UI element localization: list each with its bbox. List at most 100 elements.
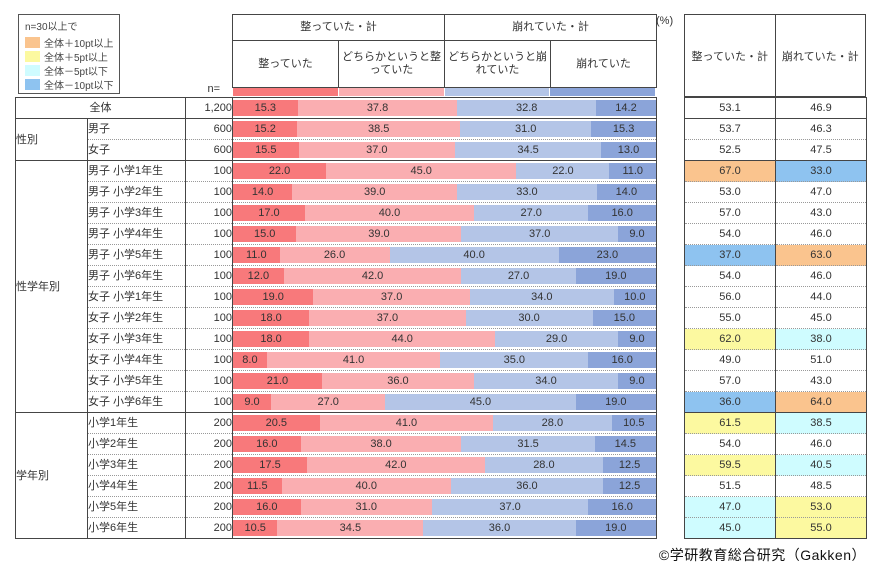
legend-item: 全体＋5pt以上 — [25, 50, 119, 64]
row-label: 小学1年生 — [87, 412, 186, 434]
summary-value: 46.3 — [775, 118, 867, 140]
bar-segment: 19.0 — [575, 520, 657, 536]
stacked-bar: 11.0 26.0 40.0 23.0 — [233, 247, 657, 263]
bar-segment: 14.0 — [233, 184, 293, 200]
bar-segment: 17.5 — [233, 457, 308, 473]
summary-value: 48.5 — [775, 475, 867, 497]
bar-segment: 10.0 — [613, 289, 656, 305]
bar-segment: 40.0 — [281, 478, 451, 494]
stacked-bar-cell: 15.0 39.0 37.0 9.0 — [232, 223, 657, 245]
data-table: 全体 1,200 15.3 37.8 32.8 14.2 53.1 46.9 性別 男子 600 15… — [15, 97, 867, 539]
bar-segment: 23.0 — [558, 247, 657, 263]
bar-segment: 44.0 — [309, 331, 496, 347]
bar-segment: 28.0 — [493, 415, 612, 431]
stacked-bar: 15.2 38.5 31.0 15.3 — [233, 121, 656, 137]
summary-value: 57.0 — [684, 202, 776, 224]
bar-segment: 22.0 — [233, 163, 327, 179]
legend-box: n=30以上で 全体＋10pt以上 全体＋5pt以上 全体－5pt以下 全体－1… — [18, 14, 120, 94]
stacked-bar: 15.0 39.0 37.0 9.0 — [233, 226, 656, 242]
bar-segment: 27.0 — [474, 205, 589, 221]
legend-item: 全体－10pt以下 — [25, 78, 119, 92]
row-label: 小学6年生 — [87, 517, 186, 539]
table-row: 全体 1,200 15.3 37.8 32.8 14.2 53.1 46.9 — [15, 97, 867, 119]
n-value: 100 — [185, 160, 233, 182]
stacked-bar-cell: 15.3 37.8 32.8 14.2 — [232, 97, 657, 119]
spacer-cell — [657, 287, 685, 308]
n-value: 100 — [185, 265, 233, 287]
bar-segment: 20.5 — [233, 415, 320, 431]
stacked-bar-cell: 15.2 38.5 31.0 15.3 — [232, 118, 657, 140]
stacked-bar: 15.3 37.8 32.8 14.2 — [233, 100, 656, 116]
spacer-cell — [657, 392, 685, 413]
row-label: 女子 小学1年生 — [87, 286, 186, 308]
bar-segment: 17.0 — [233, 205, 305, 221]
bar-segment: 18.0 — [233, 331, 310, 347]
header-total-positive: 整っていた・計 — [231, 14, 446, 41]
stacked-bar-cell: 9.0 27.0 45.0 19.0 — [232, 391, 657, 413]
row-label: 女子 — [87, 139, 186, 161]
bar-segment: 9.0 — [617, 331, 656, 347]
n-value: 200 — [185, 517, 233, 539]
summary-value: 62.0 — [684, 328, 776, 350]
category-cell: 性学年別 — [15, 160, 88, 413]
row-label: 小学2年生 — [87, 433, 186, 455]
bar-segment: 16.0 — [588, 499, 657, 515]
spacer-cell — [657, 455, 685, 476]
stacked-bar-cell: 14.0 39.0 33.0 14.0 — [232, 181, 657, 203]
table-row: 学年別 小学1年生 200 20.5 41.0 28.0 10.5 61.5 38.5 — [15, 412, 867, 539]
bar-segment: 27.0 — [461, 268, 576, 284]
legend-swatch-plus5 — [25, 51, 40, 62]
row-label: 女子 小学3年生 — [87, 328, 186, 350]
summary-value: 51.0 — [775, 349, 867, 371]
bar-segment: 15.0 — [592, 310, 657, 326]
summary-header: 整っていた・計 崩れていた・計 — [684, 14, 866, 97]
stacked-bar: 22.0 45.0 22.0 11.0 — [233, 163, 656, 179]
n-value: 100 — [185, 223, 233, 245]
bar-segment: 15.3 — [233, 100, 298, 116]
bar-segment: 34.5 — [277, 520, 424, 536]
bar-segment: 15.2 — [233, 121, 298, 137]
table-row: 男子 小学5年生 100 11.0 26.0 40.0 23.0 37.0 63.0 — [16, 244, 867, 266]
stacked-bar-cell: 18.0 37.0 30.0 15.0 — [232, 307, 657, 329]
bar-segment: 37.8 — [297, 100, 458, 116]
bar-segment: 40.0 — [304, 205, 475, 221]
bar-segment: 33.0 — [457, 184, 597, 200]
summary-value: 49.0 — [684, 349, 776, 371]
stacked-bar: 21.0 36.0 34.0 9.0 — [233, 373, 656, 389]
stacked-bar-cell: 16.0 38.0 31.5 14.5 — [232, 433, 657, 455]
bar-segment: 16.0 — [233, 499, 301, 515]
n-value: 600 — [185, 139, 233, 161]
table-row: 女子 小学5年生 100 21.0 36.0 34.0 9.0 57.0 43.0 — [16, 370, 867, 392]
stacked-bar: 12.0 42.0 27.0 19.0 — [233, 268, 656, 284]
bar-segment: 42.0 — [307, 457, 485, 473]
n-value: 200 — [185, 433, 233, 455]
stacked-bar-cell: 17.5 42.0 28.0 12.5 — [232, 454, 657, 476]
stacked-bar: 17.5 42.0 28.0 12.5 — [233, 457, 656, 473]
row-label: 女子 小学6年生 — [87, 391, 186, 413]
header-sub-0: 整っていた — [232, 40, 339, 88]
bar-segment: 40.0 — [389, 247, 559, 263]
bar-header-table: 整っていた・計 崩れていた・計 整っていた どちらかというと整っていた どちらか… — [231, 14, 658, 88]
stacked-bar-cell: 22.0 45.0 22.0 11.0 — [232, 160, 657, 182]
bar-segment: 30.0 — [465, 310, 593, 326]
bar-segment: 9.0 — [617, 226, 656, 242]
stacked-bar-cell: 16.0 31.0 37.0 16.0 — [232, 496, 657, 518]
table-row: 女子 小学1年生 100 19.0 37.0 34.0 10.0 56.0 44.0 — [16, 286, 867, 308]
stacked-bar: 8.0 41.0 35.0 16.0 — [233, 352, 657, 368]
stacked-bar: 17.0 40.0 27.0 16.0 — [233, 205, 656, 221]
spacer-cell — [657, 161, 685, 182]
bar-segment: 42.0 — [283, 268, 462, 284]
spacer-cell — [657, 119, 685, 140]
row-label: 男子 小学6年生 — [87, 265, 186, 287]
summary-value: 61.5 — [684, 412, 776, 434]
bar-segment: 41.0 — [319, 415, 494, 431]
summary-value: 54.0 — [684, 223, 776, 245]
bar-segment: 19.0 — [575, 268, 656, 284]
summary-value: 46.0 — [775, 223, 867, 245]
spacer-cell — [657, 140, 685, 161]
spacer-cell — [657, 434, 685, 455]
legend-label: 全体－10pt以下 — [44, 81, 114, 92]
summary-value: 45.0 — [775, 307, 867, 329]
row-label: 男子 小学5年生 — [87, 244, 186, 266]
row-label: 小学3年生 — [87, 454, 186, 476]
